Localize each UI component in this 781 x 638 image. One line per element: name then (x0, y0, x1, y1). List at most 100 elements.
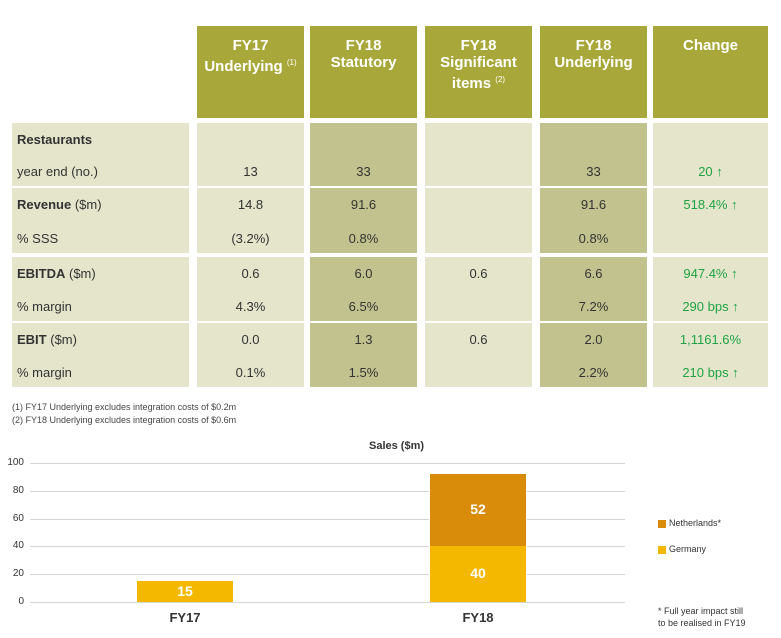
table-block (425, 257, 532, 321)
table-block (12, 323, 189, 387)
x-tick-label: FY18 (462, 610, 494, 625)
change-value (653, 123, 768, 156)
y-tick-label: 20 (12, 568, 24, 579)
y-tick-label: 80 (12, 485, 24, 496)
table-block (197, 257, 304, 321)
table-cell: 0.1% (235, 365, 266, 380)
table-cell (425, 290, 532, 323)
table-block (12, 123, 189, 186)
table-cell: 6.6 (584, 266, 603, 281)
gridline (30, 546, 625, 547)
gridline (30, 519, 625, 520)
column-header: FY17 Underlying (1) (197, 26, 304, 118)
table-cell: 0.0 (241, 332, 260, 347)
row-label-text: % margin (17, 365, 72, 380)
table-cell: 6.0 (354, 266, 373, 281)
data-label: 15 (177, 582, 193, 599)
row-label-text: ($m) (46, 332, 77, 347)
legend-swatch (658, 546, 666, 554)
table-block (310, 123, 417, 186)
gridline (30, 491, 625, 492)
table-cell: 6.5% (348, 299, 379, 314)
footnote-2: (2) FY18 Underlying excludes integration… (12, 415, 237, 425)
table-cell (540, 123, 647, 156)
table-cell (197, 123, 304, 156)
row-label: % margin (12, 290, 189, 323)
table-block (197, 323, 304, 387)
change-value: 290 bps ↑ (682, 299, 739, 314)
table-cell: 33 (586, 164, 601, 179)
table-cell: (3.2%) (231, 231, 270, 246)
table-cell: 2.0 (584, 332, 603, 347)
table-block (310, 323, 417, 387)
legend-label: Netherlands* (669, 518, 722, 528)
header-line: Change (682, 37, 738, 54)
column-header: FY18 Statutory (310, 26, 417, 118)
table-cell: 1.3 (354, 332, 373, 347)
header-line: Significant (425, 54, 532, 71)
x-tick-label: FY17 (169, 610, 201, 625)
footnote-ref: (2) (495, 75, 506, 84)
row-label: year end (no.) (12, 155, 189, 188)
column-header: FY18 Significant items (2) (425, 26, 532, 118)
table-block (12, 257, 189, 321)
header-line: FY17 (232, 37, 269, 54)
table-cell: 4.3% (235, 299, 266, 314)
header-line: FY18 (460, 37, 497, 54)
table-cell: 13 (243, 164, 258, 179)
table-block (12, 188, 189, 253)
table-block (653, 257, 768, 321)
row-label: EBIT ($m) (12, 323, 189, 356)
bar-segment (429, 546, 527, 602)
row-label-text: % margin (17, 299, 72, 314)
table-block (540, 123, 647, 186)
header-text: Underlying (554, 54, 633, 71)
row-label-text: ($m) (71, 197, 102, 212)
table-block (310, 188, 417, 253)
header-text: Statutory (330, 54, 397, 71)
row-label-bold: EBIT (17, 332, 47, 347)
row-label: % margin (12, 356, 189, 389)
header-text: items (451, 75, 492, 92)
table-block (197, 188, 304, 253)
data-label: 52 (470, 501, 486, 518)
table-cell: 91.6 (580, 197, 607, 212)
table-block (653, 123, 768, 186)
header-line: FY18 (575, 37, 612, 54)
table-block (653, 323, 768, 387)
y-tick-label: 60 (12, 513, 24, 524)
table-block (197, 123, 304, 186)
header-line: Underlying (540, 54, 647, 71)
header-text: Significant (440, 54, 517, 71)
table-cell: 0.6 (469, 332, 488, 347)
table-cell: 0.6 (241, 266, 260, 281)
header-line: Underlying (1) (197, 54, 304, 75)
table-cell: 14.8 (237, 197, 264, 212)
table-block (540, 257, 647, 321)
row-label-bold: Restaurants (17, 132, 93, 147)
footnote-1: (1) FY17 Underlying excludes integration… (12, 402, 237, 412)
table-block (310, 257, 417, 321)
table-cell: 1.5% (348, 365, 379, 380)
data-label: 40 (470, 565, 486, 582)
table-cell (310, 123, 417, 156)
table-cell (425, 356, 532, 389)
legend-swatch (658, 520, 666, 528)
row-label: % SSS (12, 222, 189, 255)
table-cell: 33 (356, 164, 371, 179)
header-line: FY18 (345, 37, 382, 54)
table-cell (425, 155, 532, 188)
footnote-ref: (1) (286, 58, 297, 67)
table-block (425, 323, 532, 387)
row-label-text: year end (no.) (17, 164, 98, 179)
row-label: Restaurants (12, 123, 189, 156)
table-cell: 2.2% (578, 365, 609, 380)
row-label: Revenue ($m) (12, 188, 189, 221)
header-line: Statutory (310, 54, 417, 71)
table-block (540, 188, 647, 253)
row-label-bold: Revenue (17, 197, 72, 212)
table-block (425, 188, 532, 253)
table-block (653, 188, 768, 253)
table-block (425, 123, 532, 186)
chart-note: * Full year impact still (658, 606, 744, 616)
